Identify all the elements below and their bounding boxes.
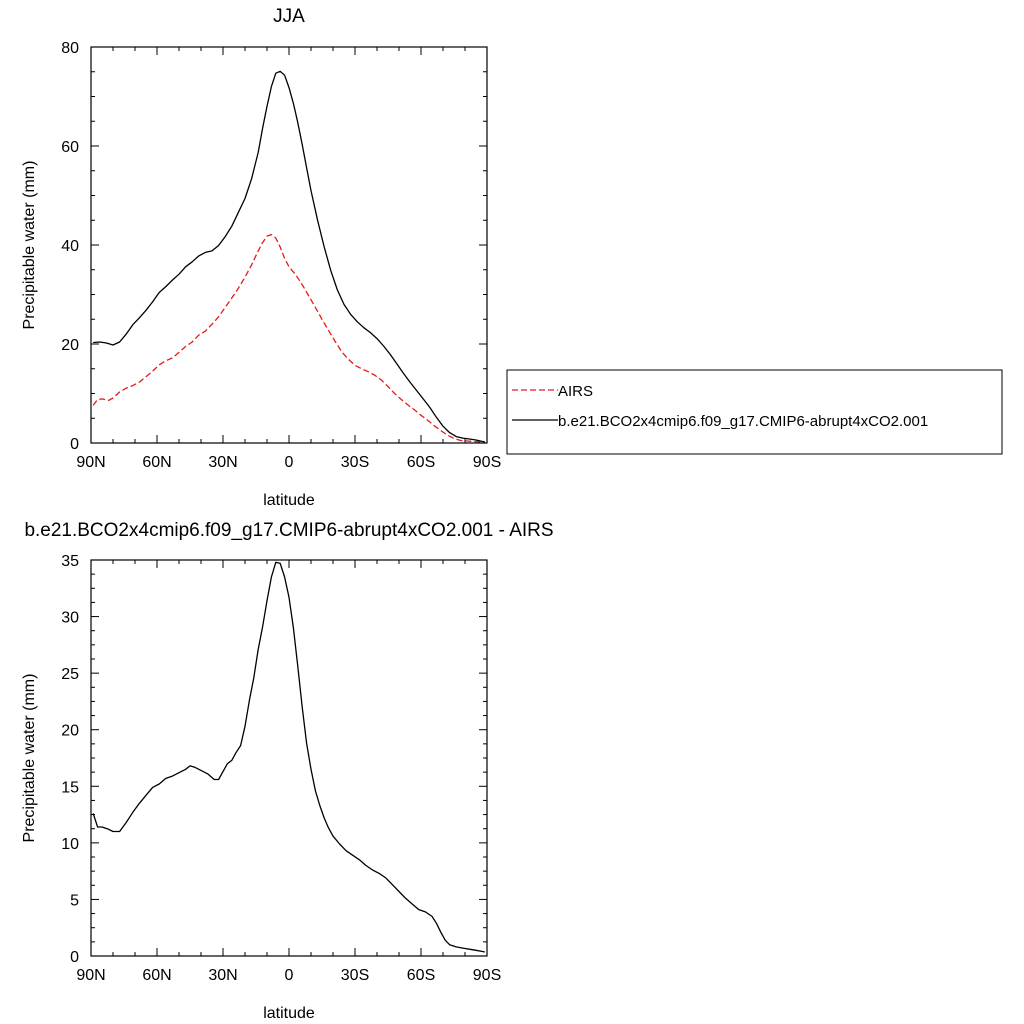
x-tick-label: 90N [76,454,105,471]
x-tick-label: 30N [208,967,237,984]
y-tick-label: 35 [61,553,79,570]
x-tick-label: 90S [473,454,501,471]
y-tick-label: 40 [61,238,79,255]
x-tick-label: 60N [142,454,171,471]
model-series-line [93,70,485,443]
x-tick-label: 30S [341,967,369,984]
bottom-chart-plot-area [92,561,485,953]
y-tick-label: 10 [61,836,79,853]
y-tick-label: 25 [61,666,79,683]
top-chart-plot-area [92,70,485,443]
y-tick-label: 5 [70,892,79,909]
y-tick-label: 80 [61,40,79,57]
bottom-chart-frame [90,559,488,957]
x-tick-label: 60S [407,967,435,984]
top-chart-title: JJA [273,6,305,27]
x-tick-label: 60S [407,454,435,471]
top-chart-legend: AIRS b.e21.BCO2x4cmip6.f09_g17.CMIP6-abr… [506,369,1003,455]
y-tick-label: 20 [61,723,79,740]
top-chart-ticks: 90N 60N 30N 0 30S 60S 90S 0 20 40 60 80 [61,40,501,471]
bottom-chart-ticks: 90N 60N 30N 0 30S 60S 90S 0 5 10 15 20 25 30 35 [61,553,501,984]
x-tick-label: 30N [208,454,237,471]
y-tick-label: 0 [70,436,79,453]
y-tick-label: 20 [61,337,79,354]
x-tick-label: 90S [473,967,501,984]
x-tick-label: 0 [285,967,294,984]
legend-label-airs: AIRS [558,383,593,400]
top-chart-x-axis-label: latitude [263,492,315,509]
legend-label-model: b.e21.BCO2x4cmip6.f09_g17.CMIP6-abrupt4x… [558,413,928,430]
top-chart-frame [90,46,488,444]
x-tick-label: 0 [285,454,294,471]
y-tick-label: 0 [70,949,79,966]
bottom-chart-title: b.e21.BCO2x4cmip6.f09_g17.CMIP6-abrupt4x… [24,520,553,541]
x-tick-label: 30S [341,454,369,471]
top-chart-y-axis-label: Precipitable water (mm) [21,161,38,330]
bottom-panel: b.e21.BCO2x4cmip6.f09_g17.CMIP6-abrupt4x… [21,520,554,1022]
bottom-chart-y-axis-label: Precipitable water (mm) [21,674,38,843]
top-panel: JJA 90N 60N 30N 0 30S 60S 90S 0 20 40 60 80 latitud… [21,6,1003,509]
airs-series-line [92,233,485,443]
y-tick-label: 60 [61,139,79,156]
x-tick-label: 60N [142,967,171,984]
y-tick-label: 30 [61,610,79,627]
x-tick-label: 90N [76,967,105,984]
legend-box [506,369,1003,455]
bottom-chart-x-axis-label: latitude [263,1005,315,1022]
difference-series-line [92,561,485,953]
y-tick-label: 15 [61,779,79,796]
